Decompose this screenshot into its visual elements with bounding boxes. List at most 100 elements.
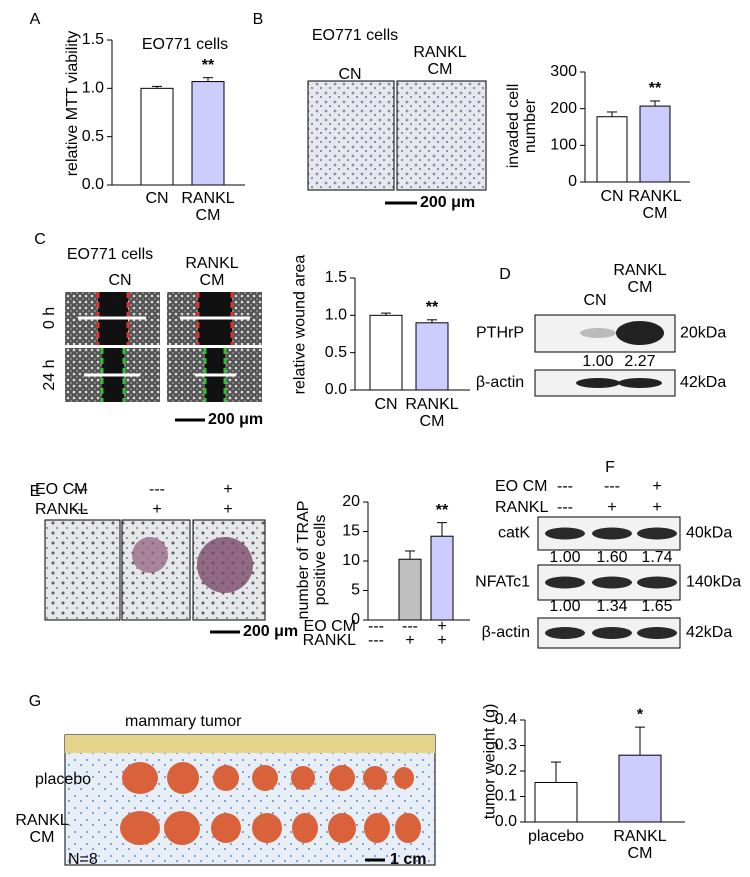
bar: [639, 105, 671, 183]
note: N=8: [68, 851, 98, 868]
scale-label: 200 μm: [208, 411, 263, 428]
condition-label: EO CM: [304, 618, 356, 635]
y-tick-label: 100: [550, 137, 577, 154]
condition-value: +: [152, 501, 161, 518]
chart-title: EO771 cells: [141, 36, 229, 53]
condition-label: RANKL: [495, 499, 548, 516]
blot-label: β-actin: [482, 624, 530, 641]
blot-label: catK: [498, 525, 530, 542]
condition-label: RANKL: [303, 632, 356, 649]
band: [545, 527, 585, 540]
x-tick-label: RANKL CM: [405, 396, 459, 430]
panel-title: mammary tumor: [125, 713, 242, 730]
band: [580, 328, 616, 338]
y-tick-label: 0: [568, 173, 577, 190]
y-tick-label: 0.5: [82, 128, 104, 145]
panel-letter: E: [30, 483, 41, 500]
band: [545, 627, 585, 639]
blot-quant: 2.27: [624, 353, 655, 370]
band: [637, 576, 677, 589]
significance: **: [426, 299, 439, 316]
micrograph: [396, 80, 487, 191]
y-tick-label: 0.4: [495, 711, 517, 728]
blot-label: NFATc1: [475, 574, 530, 591]
band: [545, 576, 585, 589]
y-tick-label: 0.0: [495, 813, 517, 830]
tumors: [120, 762, 421, 845]
significance: **: [649, 80, 662, 97]
y-tick-label: 1.5: [82, 31, 104, 48]
blot-size: 42kDa: [686, 624, 732, 641]
image-label: RANKL CM: [185, 255, 239, 289]
x-tick-label: RANKL CM: [628, 188, 682, 222]
band: [592, 527, 632, 540]
bar: [415, 322, 449, 391]
x-tick-label: RANKL CM: [613, 828, 667, 862]
y-tick-label: 1.0: [325, 307, 347, 324]
panel-title: EO771 cells: [66, 246, 154, 263]
condition-value: ---: [368, 632, 384, 649]
blot-quant: 1.34: [596, 598, 627, 615]
condition-value: +: [607, 499, 616, 516]
scale-label: 1 cm: [390, 851, 426, 868]
bar: [596, 116, 628, 183]
band: [618, 378, 662, 388]
x-tick-label: RANKL CM: [181, 190, 235, 224]
y-tick-label: 1.0: [82, 80, 104, 97]
condition-label: RANKL: [35, 501, 88, 518]
condition-label: EO CM: [35, 481, 87, 498]
y-axis-label: invaded cell number: [505, 83, 539, 169]
bar: [140, 87, 174, 186]
x-tick-label: CN: [374, 396, 398, 413]
blot-quant: 1.00: [582, 353, 613, 370]
row-label: 24 h: [41, 359, 58, 390]
band: [637, 527, 677, 540]
image-label: CN: [108, 272, 132, 289]
row-label: placebo: [35, 771, 91, 788]
significance: *: [637, 706, 644, 723]
band: [592, 576, 632, 589]
band: [576, 378, 620, 388]
condition-value: ---: [402, 618, 418, 635]
band: [616, 321, 664, 345]
blot-label: β-actin: [476, 374, 524, 391]
bar: [534, 781, 578, 823]
y-tick-label: 0.2: [495, 762, 517, 779]
row-label: 0 h: [41, 307, 58, 329]
panel-letter: B: [253, 11, 264, 28]
condition-value: ---: [149, 481, 165, 498]
panel-title: EO771 cells: [311, 27, 399, 44]
x-tick-label: placebo: [527, 828, 585, 845]
panel-letter: G: [29, 693, 41, 710]
wound-images: [65, 292, 262, 402]
y-tick-label: 200: [550, 100, 577, 117]
condition-value: +: [223, 501, 232, 518]
blot-size: 140kDa: [686, 574, 741, 591]
panel-letter: F: [605, 459, 615, 476]
significance: **: [436, 502, 449, 519]
bar: [191, 81, 225, 186]
condition-value: +: [223, 481, 232, 498]
blot-size: 42kDa: [680, 374, 726, 391]
condition-value: +: [652, 499, 661, 516]
scale-label: 200 μm: [243, 623, 298, 640]
tumor-photo: [64, 734, 436, 866]
y-tick-label: 20: [342, 493, 360, 510]
y-axis-label: number of TRAP positive cells: [295, 500, 329, 620]
condition-value: ---: [557, 478, 573, 495]
image-label: RANKL CM: [413, 44, 467, 78]
blot-quant: 1.65: [641, 598, 672, 615]
y-tick-label: 0: [351, 611, 360, 628]
condition-value: ---: [557, 499, 573, 516]
y-tick-label: 10: [342, 552, 360, 569]
bar: [618, 754, 662, 823]
x-tick-label: CN: [145, 190, 169, 207]
scale-label: 200 μm: [420, 194, 475, 211]
y-tick-label: 1.5: [325, 269, 347, 286]
condition-value: +: [405, 632, 414, 649]
row-label: RANKL CM: [15, 812, 69, 846]
blot-size: 40kDa: [686, 525, 732, 542]
y-tick-label: 0.1: [495, 788, 517, 805]
condition-label: EO CM: [495, 478, 547, 495]
micrograph: [44, 519, 121, 621]
